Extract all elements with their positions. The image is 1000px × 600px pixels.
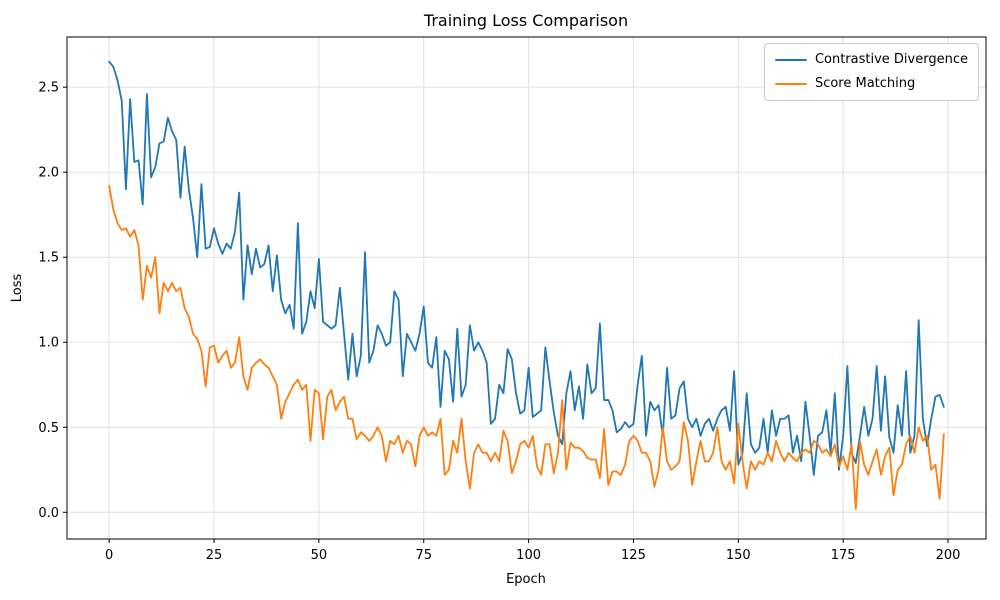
legend-line-swatch-score-matching xyxy=(774,82,807,86)
legend-line-swatch-contrastive-divergence xyxy=(774,58,807,62)
x-tick-label: 150 xyxy=(726,548,751,563)
legend-label-score-matching: Score Matching xyxy=(814,76,916,91)
x-tick-label: 175 xyxy=(831,548,856,563)
x-axis-label: Epoch xyxy=(506,572,546,587)
legend-item-score-matching: Score Matching xyxy=(774,75,968,93)
y-tick-label: 0.0 xyxy=(38,506,59,521)
y-tick-label: 0.5 xyxy=(38,421,59,436)
axes-spines xyxy=(66,36,987,540)
x-tick-label: 200 xyxy=(936,548,961,563)
x-tick-label: 125 xyxy=(621,548,646,563)
plot-background xyxy=(67,37,986,539)
y-tick-label: 2.0 xyxy=(38,166,59,181)
x-tick-label: 75 xyxy=(415,548,432,563)
chart-title: Training Loss Comparison xyxy=(423,11,628,30)
legend-item-contrastive-divergence: Contrastive Divergence xyxy=(774,51,968,69)
y-axis-label: Loss xyxy=(10,274,25,303)
series-line-contrastive-divergence xyxy=(108,60,945,476)
legend-label-contrastive-divergence: Contrastive Divergence xyxy=(814,52,968,67)
y-tick-label: 2.5 xyxy=(38,81,59,96)
x-tick-label: 0 xyxy=(105,548,113,563)
x-tick-label: 50 xyxy=(311,548,328,563)
y-tick-label: 1.5 xyxy=(38,251,59,266)
y-tick-label: 1.0 xyxy=(38,336,59,351)
series-line-score-matching xyxy=(108,184,945,510)
x-tick-label: 25 xyxy=(206,548,223,563)
legend: Contrastive Divergence Score Matching xyxy=(763,43,979,101)
x-tick-label: 100 xyxy=(516,548,541,563)
plot-area: 0 25 50 75 100 125 150 175 200 0.0 0.5 1.0 1.5 2.0 2.5 xyxy=(38,36,987,563)
